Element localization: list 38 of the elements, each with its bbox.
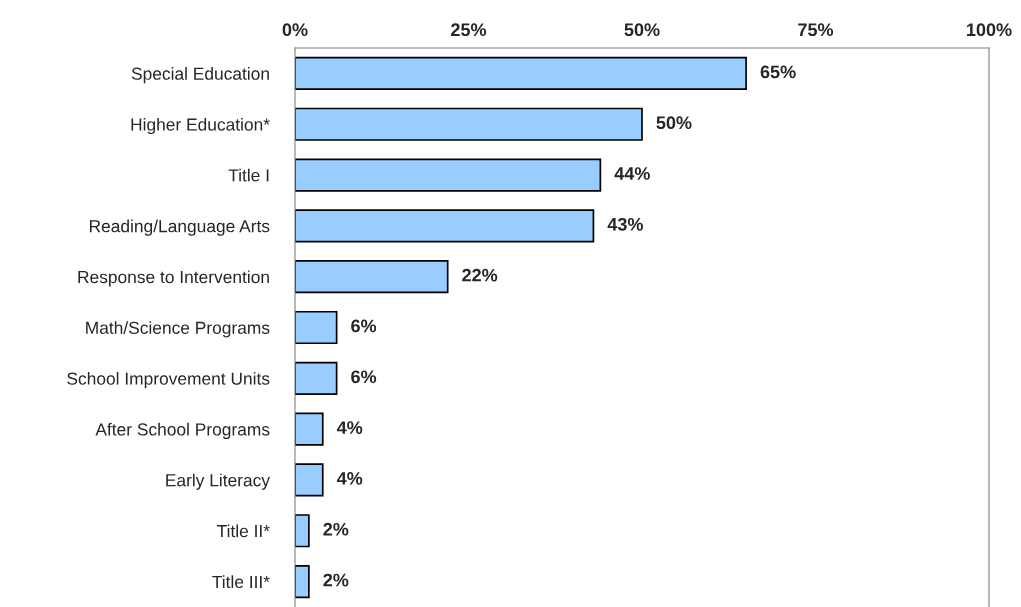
bar bbox=[295, 310, 338, 345]
bar bbox=[295, 361, 338, 395]
bar bbox=[295, 565, 310, 599]
y-tick-label: Math/Science Programs bbox=[86, 321, 270, 338]
data-label: 44% bbox=[614, 167, 650, 180]
y-tick-label: Response to Intervention bbox=[78, 270, 269, 287]
y-tick-label: Title II* bbox=[217, 524, 270, 538]
bar bbox=[295, 463, 324, 497]
y-tick-label: Title I bbox=[228, 168, 269, 182]
data-label: 2% bbox=[323, 522, 349, 536]
data-label: 4% bbox=[336, 421, 363, 434]
bar bbox=[295, 107, 643, 141]
y-tick-label: Title III* bbox=[212, 575, 270, 589]
y-tick-label: Reading/Language Arts bbox=[89, 219, 270, 236]
data-label: 2% bbox=[323, 573, 349, 587]
y-tick-label: Early Literacy bbox=[166, 473, 270, 490]
bar bbox=[295, 412, 324, 446]
data-label: 65% bbox=[760, 65, 796, 79]
x-tick-label: 100% bbox=[967, 23, 1012, 37]
data-label: 4% bbox=[336, 472, 363, 485]
data-label: 6% bbox=[351, 370, 377, 384]
x-tick-label: 50% bbox=[624, 23, 660, 37]
bar bbox=[295, 209, 595, 243]
y-tick-label: Special Education bbox=[131, 67, 269, 84]
data-label: 43% bbox=[607, 217, 643, 231]
y-tick-label: After School Programs bbox=[95, 422, 270, 440]
y-tick-label: Higher Education* bbox=[131, 117, 270, 135]
x-tick-label: 25% bbox=[451, 23, 487, 37]
bar bbox=[295, 158, 602, 192]
bar bbox=[295, 56, 747, 90]
x-tick-label: 75% bbox=[798, 23, 834, 37]
y-tick-label: School Improvement Units bbox=[67, 372, 270, 389]
data-label: 6% bbox=[351, 319, 377, 333]
bar bbox=[295, 260, 449, 294]
data-label: 22% bbox=[462, 268, 498, 282]
bar bbox=[295, 514, 310, 548]
data-label: 50% bbox=[656, 116, 692, 130]
x-tick-label: 0% bbox=[282, 23, 308, 37]
